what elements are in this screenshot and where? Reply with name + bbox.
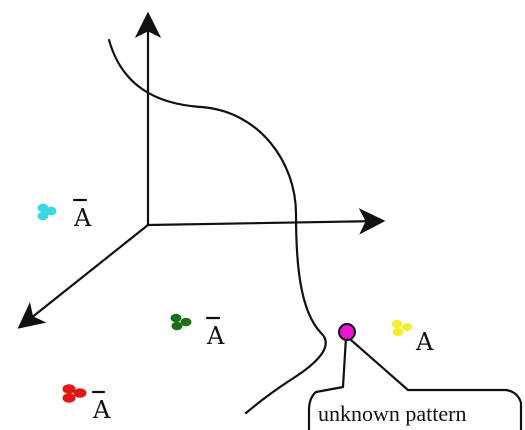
z-axis xyxy=(17,223,150,329)
green-sample-dot xyxy=(171,321,183,331)
yellow-class-label: A xyxy=(415,328,434,356)
red-class-label: A xyxy=(92,396,111,424)
cyan-class-label: A xyxy=(73,204,92,232)
yellow-sample-dot xyxy=(391,319,403,329)
green-sample-dot xyxy=(180,317,192,327)
green-sample-dot xyxy=(170,313,182,323)
yellow-sample-dot xyxy=(392,327,404,337)
axes xyxy=(17,11,386,329)
cyan-sample-dot xyxy=(45,206,57,216)
green-class-label: A xyxy=(206,322,225,350)
red-class-cluster: A xyxy=(62,384,111,424)
yellow-class-cluster: A xyxy=(391,319,434,356)
green-class-cluster: A xyxy=(170,313,225,350)
callout-box xyxy=(307,335,523,430)
red-sample-dot xyxy=(73,388,87,398)
cyan-sample-dot xyxy=(37,211,49,221)
unknown-pattern-point xyxy=(338,323,356,341)
unknown-pattern-callout: unknown pattern xyxy=(307,323,523,430)
cyan-class-cluster: A xyxy=(37,198,92,232)
unknown-pattern-label: unknown pattern xyxy=(318,401,466,426)
red-sample-dot xyxy=(62,384,76,394)
x-axis xyxy=(146,208,386,235)
yellow-sample-dot xyxy=(401,322,413,332)
red-sample-dot xyxy=(62,393,76,403)
decision-boundary-curve xyxy=(107,38,327,415)
